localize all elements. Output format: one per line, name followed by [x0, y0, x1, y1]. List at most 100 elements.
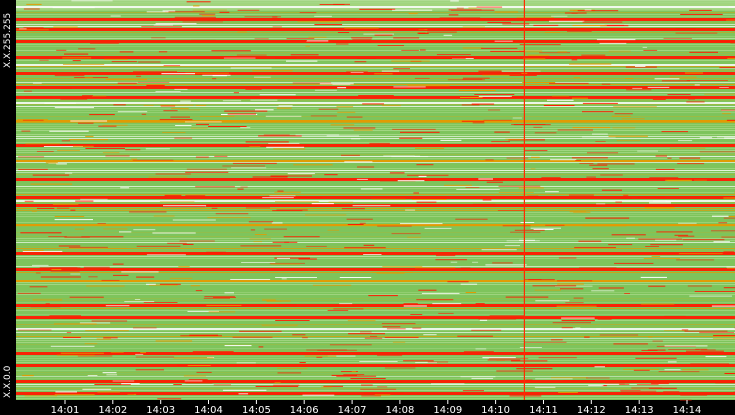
heatmap-speckle: [533, 24, 559, 26]
heatmap-speckle: [726, 119, 735, 121]
heatmap-speckle: [21, 130, 31, 132]
heatmap-texture-row: [16, 168, 735, 169]
heatmap-speckle: [149, 284, 178, 286]
heatmap-speckle: [244, 16, 281, 18]
heatmap-speckle: [573, 77, 581, 79]
heatmap-texture-row: [16, 176, 735, 177]
heatmap-speckle: [36, 151, 54, 152]
heatmap-speckle: [575, 160, 581, 161]
heatmap-speckle: [190, 127, 208, 129]
heatmap-speckle: [381, 70, 400, 72]
heatmap-speckle: [29, 286, 48, 288]
heatmap-speckle: [416, 299, 454, 301]
heatmap-speckle: [48, 236, 67, 238]
heatmap-speckle: [113, 274, 129, 276]
heatmap-speckle: [401, 352, 407, 354]
heatmap-speckle: [233, 92, 239, 94]
heatmap-speckle: [642, 46, 648, 48]
heatmap-speckle: [293, 164, 333, 166]
heatmap-texture-row: [16, 186, 735, 187]
heatmap-speckle: [32, 82, 42, 84]
heatmap-speckle: [167, 242, 187, 244]
heatmap-speckle: [534, 386, 556, 388]
heatmap-texture-row: [16, 108, 735, 109]
heatmap-speckle: [601, 385, 607, 387]
heatmap-speckle: [727, 57, 735, 59]
heatmap-texture-row: [16, 238, 735, 239]
heatmap-speckle: [569, 63, 612, 65]
heatmap-texture-row: [16, 222, 735, 223]
heatmap-speckle: [403, 305, 427, 307]
heatmap-speckle: [519, 347, 542, 348]
heatmap-texture-row: [16, 340, 735, 341]
heatmap-speckle: [241, 262, 276, 263]
heatmap-speckle: [523, 58, 546, 60]
heatmap-speckle: [265, 115, 302, 117]
heatmap-speckle: [113, 104, 126, 106]
heatmap-speckle: [297, 21, 336, 23]
heatmap-texture-row: [16, 218, 735, 219]
heatmap-speckle: [472, 203, 496, 205]
heatmap-speckle: [391, 60, 430, 62]
heatmap-texture-row: [16, 240, 735, 241]
heatmap-speckle: [102, 152, 120, 154]
heatmap-speckle: [447, 281, 469, 283]
heatmap-texture-row: [16, 228, 735, 229]
heatmap-speckle: [494, 131, 510, 133]
heatmap-speckle: [273, 148, 306, 150]
heatmap-speckle: [69, 296, 104, 298]
heatmap-speckle: [178, 266, 190, 268]
heatmap-speckle: [236, 54, 267, 56]
heatmap-speckle: [183, 375, 206, 377]
heatmap-speckle: [151, 37, 166, 39]
heatmap-speckle: [448, 9, 482, 11]
heatmap-texture-row: [16, 152, 735, 153]
heatmap-texture-row: [16, 62, 735, 63]
heatmap-speckle: [678, 140, 693, 142]
heatmap-texture-row: [16, 50, 735, 51]
heatmap-speckle: [112, 263, 124, 265]
heatmap-texture-row: [16, 346, 735, 347]
heatmap-texture-row: [16, 234, 735, 235]
heatmap-speckle: [240, 127, 251, 129]
heatmap-speckle: [74, 228, 85, 230]
heatmap-speckle: [146, 283, 156, 285]
heatmap-texture-row: [16, 274, 735, 275]
heatmap-speckle: [475, 348, 487, 350]
heatmap-speckle: [336, 106, 354, 108]
heatmap-speckle: [635, 357, 677, 359]
heatmap-speckle: [439, 17, 481, 19]
heatmap-speckle: [314, 15, 332, 17]
heatmap-speckle: [125, 149, 141, 151]
heatmap-texture-row: [16, 296, 735, 297]
heatmap-speckle: [120, 187, 130, 189]
heatmap-speckle: [75, 200, 94, 202]
heatmap-row-24: [16, 352, 735, 355]
heatmap-speckle: [392, 9, 433, 11]
heatmap-speckle: [403, 360, 434, 362]
heatmap-texture-row: [16, 164, 735, 165]
heatmap-speckle: [49, 130, 89, 132]
x-tick-mark: [351, 400, 353, 404]
heatmap-speckle: [333, 308, 364, 310]
heatmap-speckle: [60, 87, 72, 89]
heatmap-speckle: [733, 391, 735, 393]
heatmap-texture-row: [16, 92, 735, 93]
heatmap-texture-row: [16, 12, 735, 13]
heatmap-texture-row: [16, 150, 735, 151]
heatmap-speckle: [250, 99, 278, 101]
heatmap-speckle: [331, 374, 357, 376]
heatmap-speckle: [472, 261, 479, 263]
heatmap-speckle: [25, 143, 60, 145]
heatmap-speckle: [654, 78, 680, 80]
heatmap-speckle: [371, 198, 406, 200]
heatmap-texture-row: [16, 26, 735, 27]
heatmap-speckle: [487, 359, 521, 361]
heatmap-texture-row: [16, 278, 735, 279]
heatmap-speckle: [308, 36, 327, 38]
heatmap-speckle: [499, 197, 506, 198]
heatmap-speckle: [70, 120, 108, 122]
heatmap-speckle: [489, 358, 529, 360]
heatmap-speckle: [680, 394, 708, 396]
heatmap-texture-row: [16, 46, 735, 47]
